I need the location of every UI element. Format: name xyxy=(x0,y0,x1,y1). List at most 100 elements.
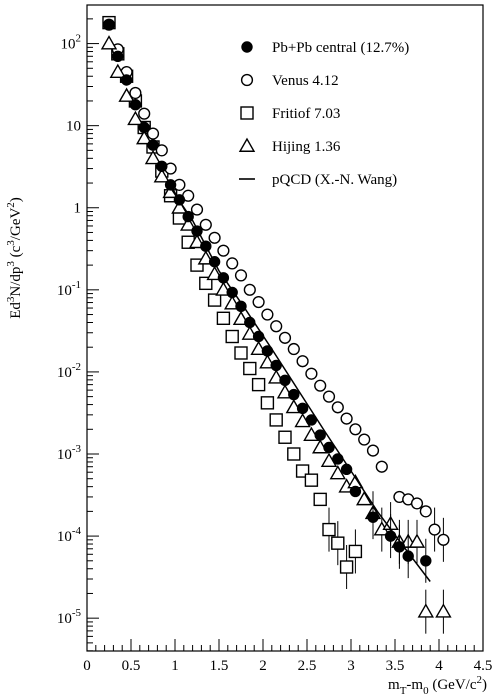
x-tick-label: 3 xyxy=(347,658,355,674)
open-circle-point xyxy=(296,355,309,368)
legend-open-triangle-swatch xyxy=(238,137,256,152)
legend-label: Hijing 1.36 xyxy=(272,139,341,155)
open-triangle-point xyxy=(135,129,153,145)
open-circle-point xyxy=(261,308,274,321)
legend-open-circle-swatch xyxy=(240,73,254,87)
open-circle-point xyxy=(243,283,256,296)
open-square-point xyxy=(243,361,257,376)
open-square-point xyxy=(251,377,266,392)
open-square-point xyxy=(207,293,222,307)
plot-frame xyxy=(86,4,484,652)
x-tick-label: 2 xyxy=(259,658,267,674)
legend-label: Pb+Pb central (12.7%) xyxy=(272,40,409,56)
open-circle-point xyxy=(129,86,142,100)
open-circle-point xyxy=(322,390,336,403)
axis-labels: Ed3N/dp3 (c3/GeV2) mT-m0 (GeV/c2) xyxy=(5,197,487,694)
filled-circle-point xyxy=(384,530,397,542)
y-tick-label: 10-5 xyxy=(57,607,82,627)
x-axis-title: mT-m0 (GeV/c2) xyxy=(388,674,487,694)
open-square-point xyxy=(304,473,319,487)
y-tick-label: 1 xyxy=(74,201,82,217)
x-tick-label: 0 xyxy=(83,658,91,674)
open-circle-point xyxy=(428,523,441,536)
open-triangle-point xyxy=(435,603,452,618)
filled-circle-point xyxy=(367,511,379,523)
filled-circle-point xyxy=(182,210,194,223)
open-circle-point xyxy=(278,331,292,344)
y-axis-title: Ed3N/dp3 (c3/GeV2) xyxy=(5,197,24,319)
open-circle-point xyxy=(155,144,168,157)
open-circle-point xyxy=(358,433,371,446)
x-tick-label: 1.5 xyxy=(210,658,229,674)
legend-label: Venus 4.12 xyxy=(272,73,339,89)
open-triangle-point xyxy=(329,465,347,480)
filled-circle-point xyxy=(156,160,168,172)
open-circle-point xyxy=(208,231,221,244)
y-tick-label: 10 xyxy=(66,119,81,135)
open-circle-point xyxy=(252,295,265,309)
y-tick-label: 10-1 xyxy=(57,279,81,299)
x-tick-label: 4.5 xyxy=(474,658,493,674)
y-tick-label: 10-2 xyxy=(57,361,81,381)
open-circle-point xyxy=(349,423,362,436)
data-points xyxy=(100,15,452,634)
legend: Pb+Pb central (12.7%) Venus 4.12 Fritiof 7… xyxy=(238,40,409,188)
x-tick-label: 3.5 xyxy=(386,658,405,674)
open-triangle-point xyxy=(144,149,162,165)
open-square-point xyxy=(339,560,354,574)
filled-circle-point xyxy=(129,99,142,111)
open-circle-point xyxy=(410,497,424,510)
legend-label: pQCD (X.-N. Wang) xyxy=(272,172,397,188)
y-tick-label: 10-4 xyxy=(57,525,82,545)
y-tick-label: 10-3 xyxy=(57,443,82,463)
y-tick-label: 102 xyxy=(61,33,82,53)
open-triangle-point xyxy=(100,35,118,50)
open-circle-point xyxy=(138,107,151,120)
open-square-point xyxy=(216,311,231,325)
open-triangle-point xyxy=(408,533,426,548)
open-square-point xyxy=(225,329,239,344)
plot-border xyxy=(86,4,484,652)
open-circle-point xyxy=(375,460,388,473)
filled-circle-point xyxy=(164,179,177,191)
open-square-point xyxy=(278,430,292,444)
legend-filled-circle-swatch xyxy=(241,41,253,53)
filled-circle-point xyxy=(323,441,335,454)
filled-circle-point xyxy=(420,555,432,567)
open-triangle-point xyxy=(153,168,171,183)
axis-ticks: 0 0.5 1 1.5 2 2.5 3 3.5 4 4.5 102 10 1 10-1 10-2 10-3 10… xyxy=(57,18,493,674)
filled-circle-point xyxy=(349,485,362,498)
filled-circle-point xyxy=(279,374,291,387)
x-tick-label: 4 xyxy=(435,658,443,674)
open-circle-point xyxy=(199,218,212,231)
open-triangle-point xyxy=(417,603,435,618)
filled-circle-point xyxy=(252,330,265,343)
open-square-point xyxy=(331,536,345,550)
open-square-point xyxy=(313,492,327,507)
open-circle-point xyxy=(419,505,432,518)
open-square-point xyxy=(234,346,248,360)
open-circle-point xyxy=(366,444,380,457)
open-triangle-point xyxy=(355,490,373,506)
open-square-point xyxy=(199,276,213,291)
open-circle-point xyxy=(146,127,160,140)
open-square-point xyxy=(287,447,301,461)
x-tick-label: 2.5 xyxy=(298,658,317,674)
filled-circle-point xyxy=(103,18,115,31)
filled-circle-point xyxy=(112,50,124,62)
open-circle-point xyxy=(305,367,318,380)
open-circle-point xyxy=(437,533,450,546)
filled-circle-point xyxy=(402,550,414,562)
filled-circle-point xyxy=(120,74,133,86)
filled-circle-point xyxy=(288,388,300,401)
open-square-point xyxy=(269,413,283,427)
open-circle-point xyxy=(234,269,248,282)
open-triangle-point xyxy=(118,87,135,102)
filled-circle-point xyxy=(147,139,159,151)
open-circle-point xyxy=(217,244,230,257)
open-circle-point xyxy=(226,257,239,270)
filled-circle-point xyxy=(314,429,326,441)
open-circle-point xyxy=(287,342,300,356)
filled-circle-point xyxy=(270,359,282,372)
